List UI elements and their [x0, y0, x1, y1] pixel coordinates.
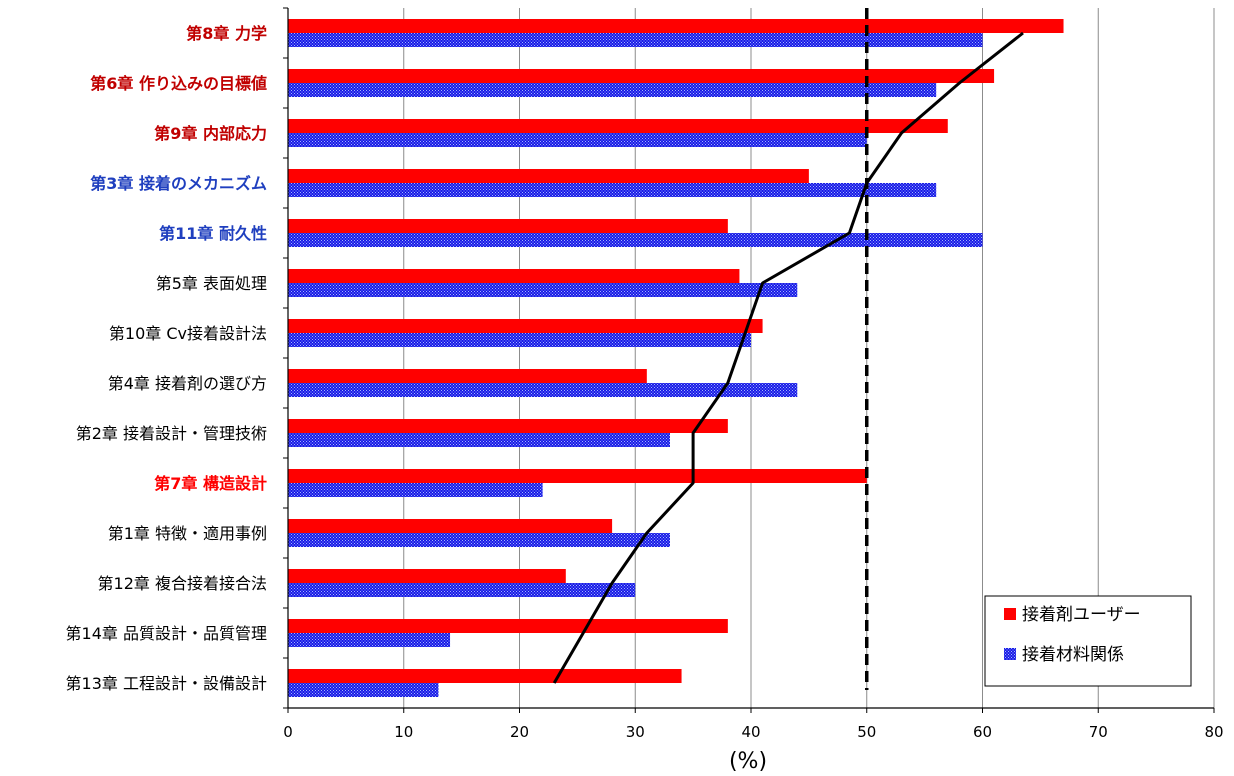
axes — [283, 7, 1215, 713]
bar-series1 — [288, 569, 566, 583]
category-label: 第11章 耐久性 — [159, 224, 267, 243]
category-label: 第1章 特徴・適用事例 — [108, 524, 267, 543]
legend-swatch — [1004, 608, 1016, 620]
x-tick-label: 0 — [283, 723, 293, 741]
bar-series1 — [288, 19, 1064, 33]
bar-series2 — [288, 283, 798, 297]
category-label: 第3章 接着のメカニズム — [90, 174, 267, 193]
x-tick-labels: 0 10 20 30 40 50 60 70 80 — [283, 723, 1223, 741]
category-label: 第4章 接着剤の選び方 — [108, 374, 267, 393]
bar-series2 — [288, 183, 937, 197]
bar-series1 — [288, 169, 809, 183]
bar-series1 — [288, 319, 763, 333]
bar-series2 — [288, 583, 636, 597]
bar-series1 — [288, 69, 995, 83]
bar-series1 — [288, 369, 647, 383]
category-label: 第6章 作り込みの目標値 — [90, 74, 267, 93]
legend-label: 接着剤ユーザー — [1022, 605, 1141, 625]
bar-series2 — [288, 383, 798, 397]
trend-line-group — [552, 31, 1024, 684]
category-label: 第13章 工程設計・設備設計 — [66, 674, 267, 693]
bar-series2 — [288, 683, 439, 697]
bar-series2 — [288, 533, 670, 547]
bar-series2 — [288, 33, 983, 47]
bar-series2 — [288, 433, 670, 447]
x-tick-label: 10 — [394, 723, 413, 741]
x-tick-label: 60 — [973, 723, 992, 741]
legend-swatch — [1004, 648, 1016, 660]
trend-line — [552, 31, 1024, 684]
bar-series1 — [288, 269, 740, 283]
bar-series2 — [288, 233, 983, 247]
bar-series1 — [288, 469, 867, 483]
category-label: 第5章 表面処理 — [156, 274, 267, 293]
bar-series2 — [288, 633, 451, 647]
x-axis-label: (%) — [729, 749, 767, 774]
bar-series2 — [288, 483, 543, 497]
category-label: 第8章 力学 — [186, 24, 267, 43]
x-tick-label: 80 — [1204, 723, 1223, 741]
x-tick-label: 40 — [741, 723, 760, 741]
x-tick-label: 20 — [510, 723, 529, 741]
legend-box — [984, 595, 1192, 687]
category-label: 第2章 接着設計・管理技術 — [76, 424, 267, 443]
x-tick-label: 70 — [1089, 723, 1108, 741]
category-label: 第10章 Cv接着設計法 — [109, 324, 267, 343]
bar-series2 — [288, 333, 751, 347]
bars — [288, 19, 1064, 697]
bar-series1 — [288, 419, 728, 433]
x-tick-label: 50 — [857, 723, 876, 741]
category-label: 第12章 複合接着接合法 — [98, 574, 267, 593]
category-label: 第7章 構造設計 — [154, 474, 267, 493]
bar-series2 — [288, 83, 937, 97]
bar-series2 — [288, 133, 867, 147]
bar-series1 — [288, 669, 682, 683]
bar-series1 — [288, 619, 728, 633]
x-tick-label: 30 — [626, 723, 645, 741]
bar-series1 — [288, 119, 948, 133]
category-label: 第14章 品質設計・品質管理 — [66, 624, 267, 643]
bar-series1 — [288, 219, 728, 233]
bar-series1 — [288, 519, 613, 533]
category-label: 第9章 内部応力 — [154, 124, 267, 143]
legend-label: 接着材料関係 — [1022, 645, 1124, 665]
